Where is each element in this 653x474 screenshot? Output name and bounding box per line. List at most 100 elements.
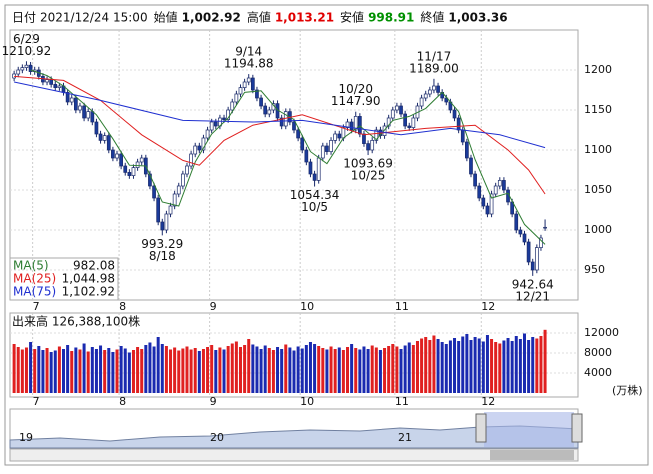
volume-bar: [473, 337, 477, 393]
candle-body: [152, 185, 156, 199]
x-tick-label: 7: [33, 395, 40, 408]
volume-bar: [57, 346, 61, 393]
volume-bar: [399, 349, 403, 393]
candle-body: [469, 157, 473, 175]
candle-body: [485, 205, 490, 215]
candle-body: [353, 116, 358, 131]
candle-body: [370, 140, 375, 151]
header-value: 1,013.21: [275, 11, 334, 25]
volume-bar: [317, 346, 321, 393]
volume-bar: [234, 341, 238, 393]
candle-body: [230, 101, 235, 111]
candle-body: [395, 105, 399, 111]
candle-body: [390, 109, 395, 119]
candle-body: [530, 261, 535, 271]
volume-bar: [465, 334, 469, 393]
candle-body: [193, 145, 198, 155]
navigator-handle-left[interactable]: [475, 413, 487, 443]
candle-body: [123, 165, 128, 173]
candle-body: [419, 97, 424, 107]
volume-bar: [140, 349, 144, 393]
candle-body: [160, 221, 165, 231]
candle-body: [115, 153, 119, 159]
volume-bar: [111, 352, 115, 393]
volume-bar: [383, 348, 387, 393]
volume-bar: [485, 335, 489, 393]
candle-body: [98, 133, 103, 141]
candle-body: [246, 77, 251, 83]
candle-body: [28, 64, 33, 72]
annotation-date: 6/29: [13, 32, 40, 46]
volume-bar: [539, 336, 543, 393]
volume-bar: [395, 346, 399, 393]
volume-bar: [45, 348, 49, 393]
navigator-handle-right[interactable]: [571, 413, 583, 443]
volume-bar: [411, 345, 415, 393]
volume-bar: [333, 349, 337, 393]
volume-bar: [502, 340, 506, 393]
legend-name: MA(5): [13, 259, 49, 273]
header-label: 高値: [247, 10, 271, 25]
candle-body: [292, 121, 296, 131]
volume-bar: [181, 348, 185, 393]
volume-bar: [152, 346, 156, 393]
volume-title: 出来高 126,388,100株: [12, 314, 140, 329]
candle-body: [345, 121, 350, 128]
y-tick-label: 1050: [584, 183, 612, 196]
volume-bar: [201, 349, 205, 393]
volume-bar: [498, 343, 502, 393]
volume-bar: [86, 351, 90, 393]
volume-bar: [296, 346, 300, 393]
candle-body: [493, 185, 498, 195]
candle-body: [329, 140, 333, 152]
x-tick-label: 9: [210, 395, 217, 408]
volume-bar: [321, 348, 325, 393]
candle-body: [526, 241, 531, 263]
candle-body: [300, 137, 305, 151]
volume-bar: [481, 341, 485, 393]
volume-bar: [29, 342, 33, 393]
volume-bar: [535, 338, 539, 393]
candle-body: [250, 77, 255, 91]
volume-bar: [527, 340, 531, 393]
volume-bar: [415, 341, 419, 393]
volume-bar: [49, 352, 53, 393]
x-tick-label: 11: [395, 395, 409, 408]
annotation-price: 1189.00: [409, 61, 459, 75]
candle-body: [267, 109, 272, 115]
x-tick-label: 8: [119, 395, 126, 408]
volume-bar: [148, 342, 152, 393]
candle-body: [473, 173, 477, 187]
volume-bar: [164, 346, 168, 393]
candle-body: [432, 85, 436, 91]
volume-bar: [82, 343, 86, 393]
volume-bar: [325, 349, 329, 393]
volume-bar: [453, 338, 457, 393]
scrollbar[interactable]: [9, 448, 579, 462]
volume-bar: [391, 344, 395, 393]
scrollbar-thumb[interactable]: [490, 450, 574, 460]
volume-bar: [313, 344, 317, 393]
volume-bar: [461, 336, 465, 393]
volume-bar: [267, 348, 271, 393]
volume-bar: [218, 347, 222, 393]
header-label: 始値: [154, 10, 178, 25]
candle-body: [106, 135, 111, 151]
candle-body: [201, 137, 206, 151]
candle-body: [20, 67, 25, 71]
candle-body: [444, 97, 449, 103]
navigator-selection[interactable]: [484, 412, 574, 447]
annotation-price: 993.29: [141, 237, 183, 251]
volume-bar: [210, 345, 214, 393]
volume-bar: [226, 346, 230, 393]
volume-bar: [123, 348, 127, 393]
candle-body: [209, 121, 214, 131]
candle-body: [242, 81, 247, 88]
annotation-price: 1054.34: [290, 188, 340, 202]
volume-bar: [346, 347, 350, 393]
volume-bar: [403, 345, 407, 393]
x-tick-label: 10: [300, 395, 314, 408]
volume-bar: [358, 349, 362, 393]
candle-body: [102, 135, 107, 141]
volume-bar: [103, 350, 107, 393]
